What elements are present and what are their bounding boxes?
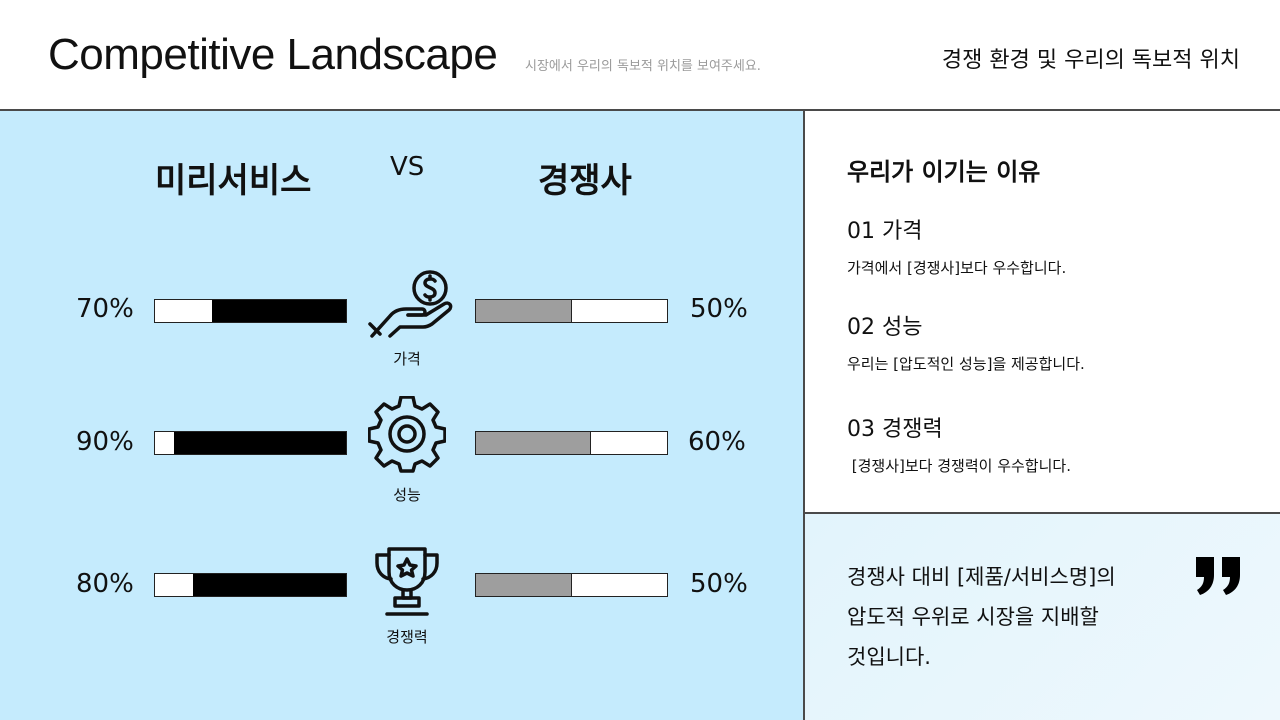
quote-line: 것입니다. bbox=[847, 645, 931, 669]
header-right-title: 경쟁 환경 및 우리의 독보적 위치 bbox=[941, 48, 1240, 73]
header: Competitive Landscape 시장에서 우리의 독보적 위치를 보… bbox=[0, 0, 1280, 111]
us-bar-fill bbox=[193, 574, 346, 596]
quote-line: 경쟁사 대비 [제품/서비스명]의 bbox=[847, 565, 1116, 589]
them-bar-performance bbox=[475, 431, 668, 455]
quote-line: 압도적 우위로 시장을 지배할 bbox=[847, 605, 1099, 629]
them-percent-performance: 60% bbox=[688, 427, 746, 457]
reason-desc-competitiveness: [경쟁사]보다 경쟁력이 우수합니다. bbox=[847, 457, 1071, 475]
category-label-performance: 성능 bbox=[393, 486, 421, 504]
quote-mark-icon bbox=[1194, 555, 1244, 601]
them-bar-fill bbox=[476, 300, 572, 322]
quote-text: 경쟁사 대비 [제품/서비스명]의 압도적 우위로 시장을 지배할 것입니다. bbox=[847, 557, 1167, 677]
gear-icon bbox=[367, 395, 447, 478]
reason-desc-performance: 우리는 [압도적인 성능]을 제공합니다. bbox=[847, 355, 1085, 373]
vs-label: VS bbox=[390, 152, 425, 182]
reasons-panel bbox=[805, 111, 1280, 513]
trophy-icon bbox=[373, 546, 441, 622]
us-percent-performance: 90% bbox=[76, 427, 134, 457]
category-label-competitiveness: 경쟁력 bbox=[386, 628, 428, 646]
competitor-name: 경쟁사 bbox=[538, 161, 632, 201]
category-label-price: 가격 bbox=[393, 350, 421, 368]
them-bar-fill bbox=[476, 574, 572, 596]
our-company-name: 미리서비스 bbox=[155, 161, 312, 201]
reason-heading-competitiveness: 03 경쟁력 bbox=[847, 417, 943, 442]
us-bar-performance bbox=[154, 431, 347, 455]
them-bar-fill bbox=[476, 432, 591, 454]
us-percent-competitiveness: 80% bbox=[76, 569, 134, 599]
us-percent-price: 70% bbox=[76, 294, 134, 324]
them-bar-competitiveness bbox=[475, 573, 668, 597]
us-bar-fill bbox=[174, 432, 346, 454]
us-bar-competitiveness bbox=[154, 573, 347, 597]
reason-heading-price: 01 가격 bbox=[847, 219, 923, 244]
comparison-panel bbox=[0, 111, 804, 720]
quote-panel bbox=[805, 514, 1280, 720]
vertical-divider bbox=[803, 111, 805, 720]
reason-desc-price: 가격에서 [경쟁사]보다 우수합니다. bbox=[847, 259, 1067, 277]
them-percent-competitiveness: 50% bbox=[690, 569, 748, 599]
reason-heading-performance: 02 성능 bbox=[847, 315, 923, 340]
hand-coin-icon bbox=[368, 268, 456, 344]
page-title: Competitive Landscape bbox=[48, 30, 498, 79]
them-percent-price: 50% bbox=[690, 294, 748, 324]
reasons-title: 우리가 이기는 이유 bbox=[847, 158, 1041, 186]
horizontal-divider bbox=[805, 512, 1280, 514]
page-subtitle: 시장에서 우리의 독보적 위치를 보여주세요. bbox=[525, 59, 761, 74]
us-bar-price bbox=[154, 299, 347, 323]
us-bar-fill bbox=[212, 300, 346, 322]
them-bar-price bbox=[475, 299, 668, 323]
